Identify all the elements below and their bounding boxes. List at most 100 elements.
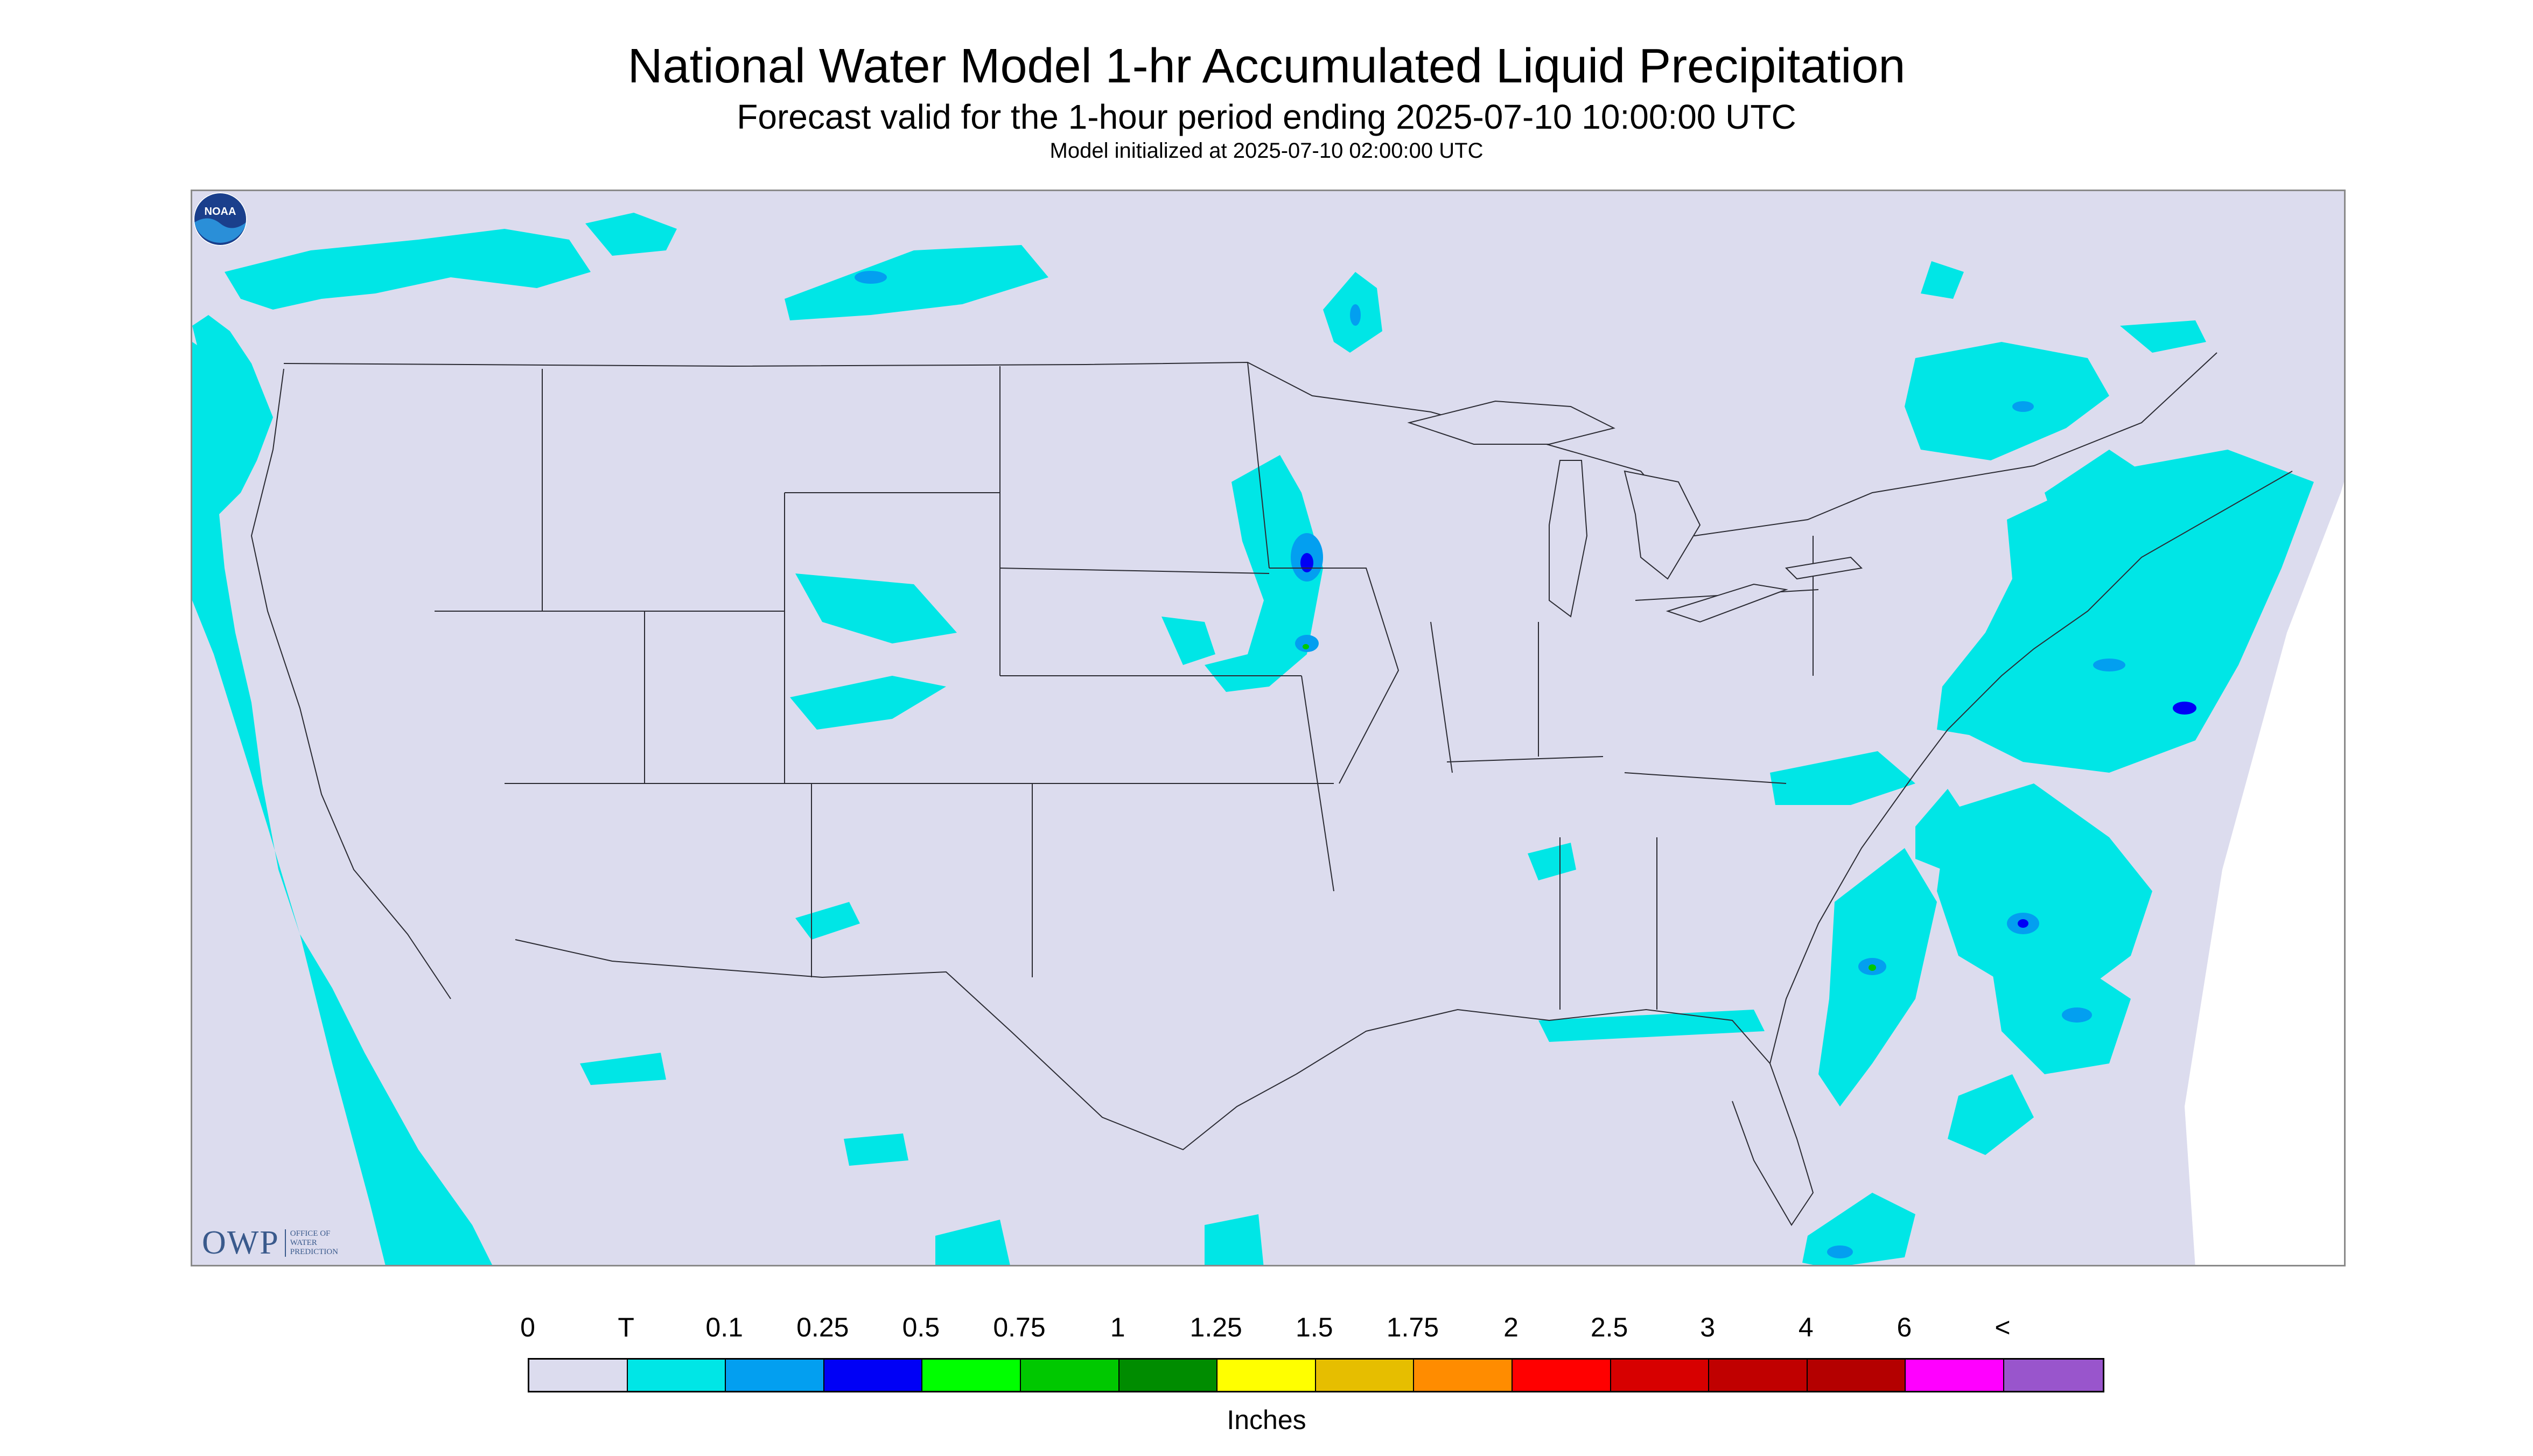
precip-quebec-2 bbox=[1921, 261, 1964, 299]
legend-swatch bbox=[1709, 1360, 1808, 1391]
lake-erie bbox=[1666, 583, 1788, 623]
noaa-logo: NOAA bbox=[193, 192, 247, 246]
core-gulf bbox=[1827, 1245, 1853, 1258]
legend-label: 0.75 bbox=[993, 1312, 1046, 1342]
legend-label: 0.1 bbox=[705, 1312, 743, 1342]
legend-label: 4 bbox=[1798, 1312, 1814, 1342]
precip-atlantic-4 bbox=[1948, 1074, 2034, 1155]
precip-northeast-corridor bbox=[1937, 450, 2314, 773]
legend-label: 0 bbox=[520, 1312, 535, 1342]
us-canada-border bbox=[283, 352, 2217, 537]
noaa-logo-text: NOAA bbox=[205, 206, 236, 218]
precip-gulf bbox=[1538, 1010, 1765, 1042]
precip-alabama bbox=[1528, 843, 1576, 880]
precip-mexico-2 bbox=[935, 1220, 1010, 1265]
state-lines-west bbox=[435, 366, 1081, 977]
model-init-time: Model initialized at 2025-07-10 02:00:00… bbox=[1049, 139, 1484, 163]
core-manitoba bbox=[1350, 304, 1361, 326]
precip-nebraska-band bbox=[1161, 617, 1215, 665]
precip-colorado bbox=[790, 676, 946, 730]
precip-quebec bbox=[1905, 342, 2109, 460]
core-atlantic-a-dark bbox=[2018, 919, 2028, 928]
owp-logo: OWP OFFICE OF WATER PREDICTION bbox=[202, 1224, 338, 1262]
precip-mexico-1 bbox=[580, 1053, 666, 1085]
west-coast bbox=[250, 368, 451, 999]
us-mexico-border bbox=[515, 939, 1297, 1151]
precip-atlantic-3 bbox=[1818, 848, 1937, 1107]
heavy-precip-cores bbox=[855, 271, 2196, 1258]
precip-maine bbox=[2045, 450, 2142, 525]
precipitation-map: OWP OFFICE OF WATER PREDICTION NOAA bbox=[191, 190, 2346, 1266]
precip-quebec-3 bbox=[2120, 320, 2206, 353]
precip-atlantic-2 bbox=[1991, 956, 2131, 1074]
core-ne-2 bbox=[2173, 702, 2196, 715]
owp-logo-subtext: OFFICE OF WATER PREDICTION bbox=[284, 1229, 338, 1257]
legend-label: 0.25 bbox=[796, 1312, 849, 1342]
map-subtitle: Forecast valid for the 1-hour period end… bbox=[737, 97, 1796, 136]
precip-wyoming bbox=[795, 573, 957, 643]
atlantic-coast bbox=[1769, 471, 2293, 1064]
precip-canada-west bbox=[225, 229, 591, 310]
lake-ontario bbox=[1785, 556, 1863, 580]
map-title: National Water Model 1-hr Accumulated Li… bbox=[627, 39, 1906, 93]
legend-swatch bbox=[1807, 1360, 1906, 1391]
core-quebec bbox=[2012, 401, 2034, 412]
great-lakes bbox=[1407, 400, 1863, 623]
state-lines-central bbox=[999, 362, 1400, 892]
legend-label: 3 bbox=[1700, 1312, 1716, 1342]
legend-swatch bbox=[2004, 1360, 2103, 1391]
pacific-precip-area-2 bbox=[192, 315, 273, 493]
legend-swatch bbox=[922, 1360, 1021, 1391]
lake-superior bbox=[1407, 400, 1615, 445]
legend-swatch bbox=[1119, 1360, 1218, 1391]
owp-logo-letters: OWP bbox=[202, 1224, 279, 1261]
legend-label: 1 bbox=[1110, 1312, 1125, 1342]
legend-swatch bbox=[726, 1360, 824, 1391]
map-canvas bbox=[192, 213, 2344, 1265]
legend-swatch bbox=[529, 1360, 628, 1391]
legend-swatch bbox=[824, 1360, 923, 1391]
legend-swatch bbox=[1906, 1360, 2004, 1391]
precip-atlantic-5 bbox=[1802, 1193, 1915, 1265]
legend-swatch bbox=[1020, 1360, 1119, 1391]
core-atlantic-b-green bbox=[1869, 964, 1876, 971]
precip-mexico-3 bbox=[1205, 1214, 1264, 1265]
legend-label: 0.5 bbox=[902, 1312, 940, 1342]
core-canada bbox=[855, 271, 887, 284]
legend-label: 2 bbox=[1503, 1312, 1519, 1342]
core-ne-1 bbox=[2093, 659, 2125, 671]
state-lines-east bbox=[1430, 536, 1819, 1010]
gulf-coast bbox=[1296, 1009, 1814, 1226]
legend-swatch bbox=[627, 1360, 726, 1391]
core-nebraska bbox=[1295, 635, 1319, 652]
precip-new-mexico bbox=[795, 902, 860, 940]
core-atlantic-c bbox=[2062, 1007, 2092, 1023]
legend-label: 1.5 bbox=[1296, 1312, 1333, 1342]
political-boundaries bbox=[250, 352, 2293, 1226]
owp-logo-line: OFFICE OF bbox=[290, 1229, 331, 1238]
legend-label: T bbox=[618, 1312, 634, 1342]
precip-canada-west-2 bbox=[585, 213, 677, 256]
legend-swatch bbox=[1414, 1360, 1513, 1391]
precip-saskatchewan bbox=[785, 245, 1048, 320]
core-iowa-dark bbox=[1300, 553, 1313, 572]
lake-michigan bbox=[1549, 460, 1588, 618]
core-nebraska-green bbox=[1303, 644, 1309, 649]
legend-label: 2.5 bbox=[1590, 1312, 1628, 1342]
precip-carolinas bbox=[1770, 751, 1915, 805]
legend-label: 1.25 bbox=[1189, 1312, 1242, 1342]
precip-atlantic-6 bbox=[1915, 789, 1969, 870]
legend-label: 6 bbox=[1897, 1312, 1912, 1342]
owp-logo-line: WATER bbox=[290, 1238, 317, 1247]
owp-logo-line: PREDICTION bbox=[290, 1247, 338, 1256]
precip-mexico-4 bbox=[844, 1133, 908, 1166]
precip-atlantic-1 bbox=[1937, 783, 2152, 988]
legend-color-bar bbox=[528, 1358, 2104, 1392]
legend-label: 1.75 bbox=[1386, 1312, 1439, 1342]
legend-label: < bbox=[1995, 1312, 2011, 1342]
legend-swatch bbox=[1611, 1360, 1710, 1391]
legend-swatch bbox=[1217, 1360, 1316, 1391]
legend-units: Inches bbox=[1227, 1405, 1306, 1435]
legend-swatch bbox=[1316, 1360, 1415, 1391]
lake-huron bbox=[1624, 470, 1701, 580]
